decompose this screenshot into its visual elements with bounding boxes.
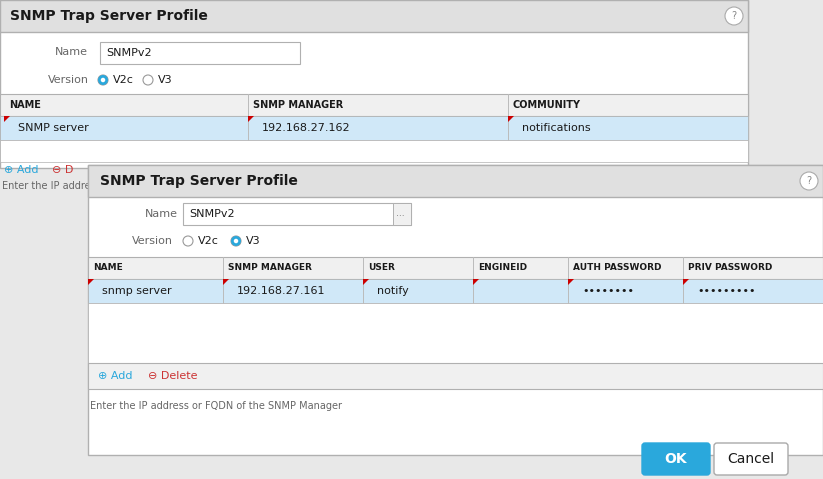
Bar: [183, 203, 411, 225]
Text: AUTH PASSWORD: AUTH PASSWORD: [573, 263, 662, 273]
Circle shape: [143, 75, 153, 85]
Text: NAME: NAME: [93, 263, 123, 273]
Bar: [100, 42, 300, 64]
Text: ⊖ D: ⊖ D: [52, 165, 73, 175]
Bar: [0, 140, 748, 162]
Bar: [88, 165, 823, 455]
Text: SNMP MANAGER: SNMP MANAGER: [253, 100, 343, 110]
Text: Enter the IP address or FQDN of the SNMP Manager: Enter the IP address or FQDN of the SNMP…: [90, 401, 342, 411]
Bar: [88, 363, 823, 389]
Text: SNMPv2: SNMPv2: [106, 48, 151, 58]
Circle shape: [183, 236, 193, 246]
Text: ?: ?: [732, 11, 737, 21]
Text: Name: Name: [55, 47, 88, 57]
Text: •••••••••: •••••••••: [697, 286, 756, 296]
Bar: [0, 94, 748, 116]
Text: V2c: V2c: [113, 75, 134, 85]
Text: ...: ...: [396, 209, 405, 218]
Circle shape: [100, 78, 105, 82]
FancyBboxPatch shape: [714, 443, 788, 475]
FancyBboxPatch shape: [642, 443, 710, 475]
Text: ?: ?: [807, 176, 811, 186]
Circle shape: [725, 7, 743, 25]
Text: NAME: NAME: [9, 100, 41, 110]
Text: notifications: notifications: [522, 123, 591, 133]
Text: ⊕ Add: ⊕ Add: [98, 371, 133, 381]
Circle shape: [234, 239, 238, 243]
Polygon shape: [88, 279, 94, 285]
Text: snmp server: snmp server: [102, 286, 172, 296]
Polygon shape: [473, 279, 479, 285]
Text: ••••••••: ••••••••: [582, 286, 634, 296]
Polygon shape: [508, 116, 514, 122]
Text: SNMP Trap Server Profile: SNMP Trap Server Profile: [10, 9, 208, 23]
Bar: [88, 279, 823, 303]
Polygon shape: [568, 279, 574, 285]
Text: Version: Version: [132, 236, 173, 246]
Text: V2c: V2c: [198, 236, 219, 246]
Text: notify: notify: [377, 286, 409, 296]
Text: SNMP Trap Server Profile: SNMP Trap Server Profile: [100, 174, 298, 188]
Text: SNMP MANAGER: SNMP MANAGER: [228, 263, 312, 273]
Bar: [88, 303, 823, 363]
Bar: [0, 0, 748, 168]
Circle shape: [231, 236, 241, 246]
Circle shape: [800, 172, 818, 190]
Text: Name: Name: [145, 209, 178, 219]
Circle shape: [231, 236, 241, 246]
Text: ⊖ Delete: ⊖ Delete: [148, 371, 198, 381]
Polygon shape: [248, 116, 254, 122]
Text: OK: OK: [665, 452, 687, 466]
Text: Cancel: Cancel: [728, 452, 774, 466]
Polygon shape: [4, 116, 10, 122]
Bar: [88, 257, 823, 279]
Circle shape: [98, 75, 108, 85]
Text: USER: USER: [368, 263, 395, 273]
Bar: [393, 203, 411, 225]
Bar: [88, 165, 823, 197]
Text: SNMPv2: SNMPv2: [189, 209, 235, 219]
Text: SNMP server: SNMP server: [18, 123, 89, 133]
Text: Enter the IP addres: Enter the IP addres: [2, 181, 95, 191]
Text: 192.168.27.162: 192.168.27.162: [262, 123, 351, 133]
Text: ENGINEID: ENGINEID: [478, 263, 527, 273]
Text: COMMUNITY: COMMUNITY: [513, 100, 581, 110]
Text: PRIV PASSWORD: PRIV PASSWORD: [688, 263, 772, 273]
Text: Version: Version: [48, 75, 89, 85]
Circle shape: [98, 75, 108, 85]
Bar: [0, 0, 748, 32]
Polygon shape: [223, 279, 229, 285]
Text: V3: V3: [158, 75, 173, 85]
Text: 192.168.27.161: 192.168.27.161: [237, 286, 326, 296]
Text: ⊕ Add: ⊕ Add: [4, 165, 39, 175]
Polygon shape: [363, 279, 369, 285]
Text: V3: V3: [246, 236, 261, 246]
Polygon shape: [683, 279, 689, 285]
Bar: [0, 116, 748, 140]
